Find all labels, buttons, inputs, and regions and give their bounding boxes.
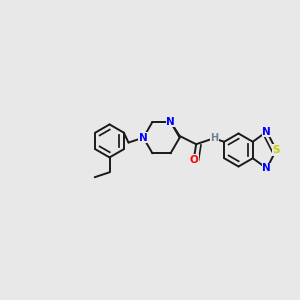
Text: N: N: [262, 164, 271, 173]
Text: O: O: [189, 155, 198, 165]
Text: H: H: [210, 133, 218, 143]
Text: N: N: [139, 133, 148, 142]
Text: S: S: [272, 145, 280, 155]
Text: N: N: [262, 127, 271, 136]
Text: N: N: [166, 117, 175, 127]
